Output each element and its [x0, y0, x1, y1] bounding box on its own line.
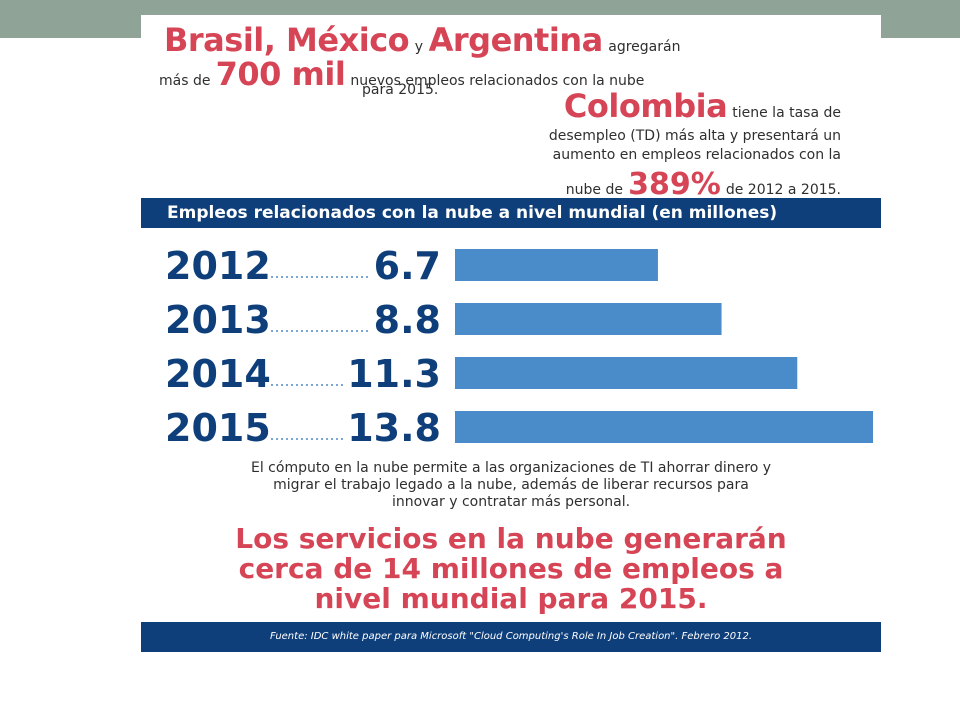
bar: [455, 249, 658, 281]
headline-line-1: Brasil, México y Argentina agregarán: [164, 21, 680, 59]
year-label: 2015: [165, 406, 271, 450]
headline-countries-b: Argentina: [428, 21, 604, 59]
year-label: 2013: [165, 298, 271, 342]
year-label: 2014: [165, 352, 271, 396]
body-text: El cómputo en la nube permite a las orga…: [251, 460, 772, 510]
headline-line-2: más de 700 mil nuevos empleos relacionad…: [159, 55, 644, 93]
bar: [455, 357, 798, 389]
bar: [455, 411, 873, 443]
colombia-percent: 389%: [628, 167, 721, 202]
chart-title: Empleos relacionados con la nube a nivel…: [141, 198, 881, 228]
headline-amount: 700 mil: [215, 55, 346, 93]
headline-prefix: más de: [159, 73, 211, 89]
value-label: 6.7: [374, 244, 441, 288]
colombia-text-a: tiene la tasa de: [732, 105, 841, 121]
year-label: 2012: [165, 244, 271, 288]
infographic: Brasil, México y Argentina agregarán más…: [141, 15, 881, 652]
value-label: 11.3: [347, 352, 441, 396]
headline-suffix: nuevos empleos relacionados con la nube: [350, 73, 645, 89]
bar: [455, 303, 722, 335]
value-label: 8.8: [374, 298, 441, 342]
colombia-name: Colombia: [563, 87, 728, 125]
headline-year: para 2015.: [362, 82, 439, 98]
source-footer: Fuente: IDC white paper para Microsoft "…: [141, 622, 881, 652]
colombia-block: Colombia tiene la tasa de desempleo (TD)…: [511, 87, 841, 202]
headline-verb: agregarán: [608, 39, 681, 55]
colombia-text-b: desempleo (TD) más alta y presentará un …: [548, 128, 841, 163]
colombia-suffix: de 2012 a 2015.: [725, 182, 841, 198]
value-label: 13.8: [347, 406, 441, 450]
colombia-prefix: nube de: [565, 182, 623, 198]
headline-countries-a: Brasil, México: [164, 21, 410, 59]
bar-chart: 2012 6.7 2013 8.8 2014 11.3 2015 13.8: [165, 244, 873, 450]
conclusion: Los servicios en la nube generarán cerca…: [235, 522, 787, 615]
headline-connector: y: [414, 39, 424, 55]
